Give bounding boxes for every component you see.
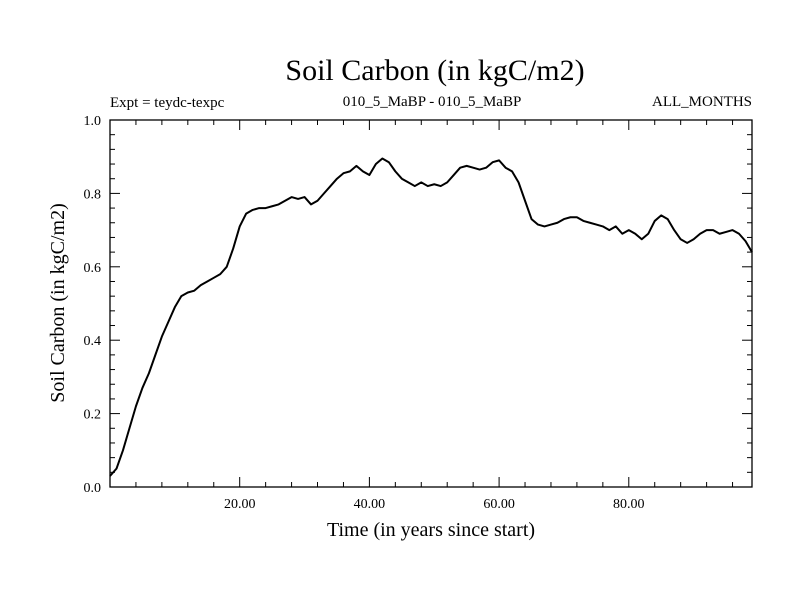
subtitle-left: Expt = teydc-texpc xyxy=(110,95,225,111)
x-axis-label: Time (in years since start) xyxy=(327,519,535,541)
y-tick-label: 0.0 xyxy=(84,481,102,496)
y-tick-label: 0.2 xyxy=(84,408,102,423)
x-tick-label: 80.00 xyxy=(613,497,645,512)
y-axis-label: Soil Carbon (in kgC/m2) xyxy=(47,203,69,402)
chart-title: Soil Carbon (in kgC/m2) xyxy=(285,54,584,87)
subtitle-center: 010_5_MaBP - 010_5_MaBP xyxy=(343,94,522,110)
plot-frame xyxy=(109,119,753,488)
x-tick-label: 40.00 xyxy=(354,497,386,512)
y-tick-label: 1.0 xyxy=(84,114,102,129)
axis-ticks xyxy=(110,119,752,488)
x-tick-label: 20.00 xyxy=(224,497,256,512)
soil-carbon-line xyxy=(109,157,753,477)
x-tick-label: 60.00 xyxy=(483,497,515,512)
axis-tick-labels: 20.00 40.00 60.00 80.00 0.0 0.2 0.4 0.6 0.8 1.0 xyxy=(84,114,645,512)
subtitle-right: ALL_MONTHS xyxy=(652,94,752,110)
y-tick-label: 0.4 xyxy=(84,334,102,349)
y-tick-label: 0.6 xyxy=(84,261,102,276)
y-tick-label: 0.8 xyxy=(84,187,102,202)
